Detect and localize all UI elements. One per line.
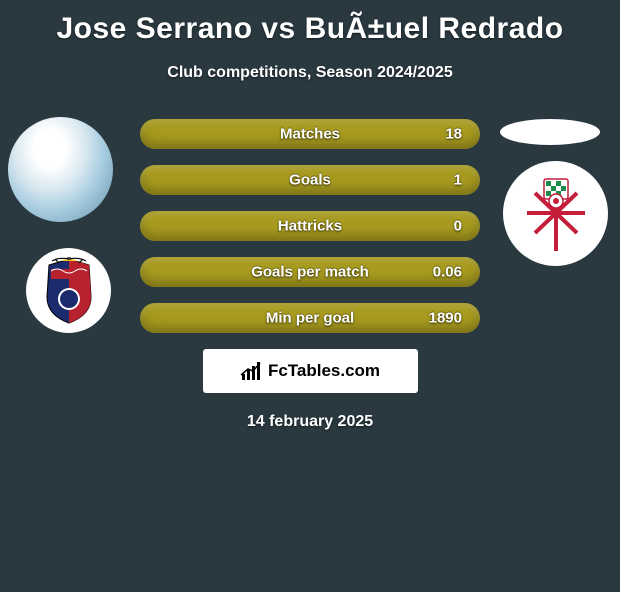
racing-badge-icon [521,175,591,253]
left-player-avatars [8,117,113,333]
stat-bar-hattricks: Hattricks 0 [140,211,480,241]
club-badge-left [26,248,111,333]
player-photo [8,117,113,222]
stat-label: Min per goal [266,310,354,327]
stat-bar-min-per-goal: Min per goal 1890 [140,303,480,333]
stat-value: 1890 [429,310,462,327]
page-title: Jose Serrano vs BuÃ±uel Redrado [0,12,620,46]
stat-value: 18 [445,126,462,143]
club-badge-right [503,161,608,266]
comparison-content: Matches 18 Goals 1 Hattricks 0 Goals per… [0,117,620,431]
stat-value: 0.06 [433,264,462,281]
stat-bar-matches: Matches 18 [140,119,480,149]
stat-label: Goals per match [251,264,369,281]
date-label: 14 february 2025 [0,413,620,431]
stat-label: Goals [289,172,331,189]
player-placeholder-right [500,119,600,145]
subtitle: Club competitions, Season 2024/2025 [0,64,620,82]
stat-value: 0 [454,218,462,235]
chart-icon [240,360,262,382]
logo-text: FcTables.com [268,361,380,381]
fctables-logo[interactable]: FcTables.com [203,349,418,393]
stat-bar-goals: Goals 1 [140,165,480,195]
levante-badge-icon [39,257,99,325]
stat-value: 1 [454,172,462,189]
stat-bars: Matches 18 Goals 1 Hattricks 0 Goals per… [140,117,480,333]
stat-label: Hattricks [278,218,342,235]
stat-bar-goals-per-match: Goals per match 0.06 [140,257,480,287]
stat-label: Matches [280,126,340,143]
